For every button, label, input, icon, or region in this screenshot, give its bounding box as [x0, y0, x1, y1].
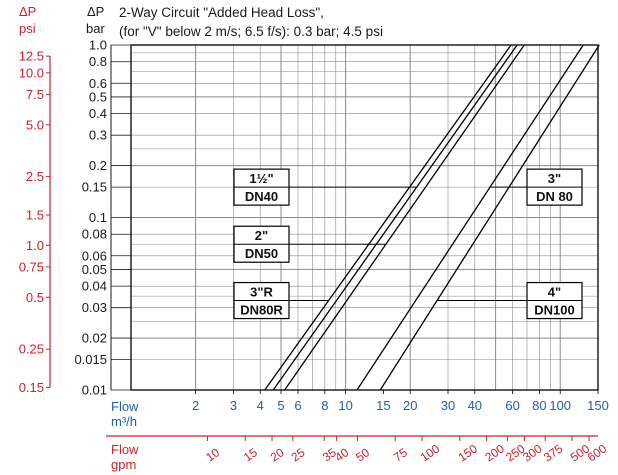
grid-layer [130, 44, 599, 391]
bar-tick-label: 0.06 [82, 248, 107, 263]
bar-tick-label: 0.8 [89, 54, 107, 69]
series-layer [264, 44, 600, 391]
flow-tick-label: 10 [338, 398, 352, 413]
x-axis-label-flow: Flow [111, 399, 139, 414]
psi-tick-label: 0.15 [19, 380, 44, 395]
flow-tick-label: 4 [257, 398, 264, 413]
flow-tick-label: 8 [321, 398, 328, 413]
series-label-size: 3"R [250, 285, 273, 300]
bar-tick-label: 0.2 [89, 158, 107, 173]
psi-tick-label: 12.5 [19, 49, 44, 64]
gpm-tick-label: 600 [585, 441, 610, 464]
bar-tick-label: 0.6 [89, 76, 107, 91]
series-line-0 [272, 44, 518, 391]
y-axis-label-bar-unit: bar [86, 21, 105, 36]
psi-tick-label: 0.25 [19, 342, 44, 357]
y-axis-label-psi-delta: ΔP [19, 4, 36, 19]
series-line-1 [284, 44, 525, 391]
flow-tick-label: 2 [192, 398, 199, 413]
y-axis-label-psi-unit: psi [19, 21, 36, 36]
gpm-tick-label: 100 [418, 441, 443, 464]
x2-axis-label-flow: Flow [111, 442, 139, 457]
chart-title-line1: 2-Way Circuit "Added Head Loss", [119, 5, 324, 20]
flow-tick-label: 150 [587, 398, 609, 413]
bar-tick-label: 0.02 [82, 331, 107, 346]
bar-tick-label: 0.015 [74, 352, 107, 367]
series-label-dn: DN50 [245, 246, 278, 261]
psi-tick-label: 0.5 [26, 290, 44, 305]
chart-title-line2: (for "V" below 2 m/s; 6.5 f/s): 0.3 bar;… [119, 24, 383, 39]
psi-tick-label: 10.0 [19, 65, 44, 80]
bar-tick-label: 1.0 [89, 38, 107, 53]
x-axis-label-m3h: m³/h [111, 414, 137, 429]
flow-tick-label: 5 [277, 398, 284, 413]
psi-tick-label: 2.5 [26, 169, 44, 184]
flow-tick-label: 100 [549, 398, 571, 413]
bar-tick-label: 0.05 [82, 262, 107, 277]
gpm-tick-label: 15 [241, 445, 260, 464]
gpm-tick-label: 375 [541, 441, 566, 464]
gpm-tick-label: 40 [332, 445, 351, 464]
psi-tick-label: 1.0 [26, 238, 44, 253]
axis-layer: 1.00.80.60.50.40.30.20.150.10.080.060.05… [19, 38, 610, 465]
psi-tick-label: 0.75 [19, 259, 44, 274]
psi-tick-label: 5.0 [26, 117, 44, 132]
flow-tick-label: 20 [403, 398, 417, 413]
gpm-tick-label: 20 [268, 445, 287, 464]
series-line-4 [379, 44, 600, 391]
bar-tick-label: 0.5 [89, 89, 107, 104]
bar-tick-label: 0.01 [82, 383, 107, 398]
psi-tick-label: 1.5 [26, 207, 44, 222]
flow-tick-label: 60 [505, 398, 519, 413]
series-label-size: 3" [548, 171, 561, 186]
series-label-size: 4" [548, 285, 561, 300]
bar-tick-label: 0.03 [82, 300, 107, 315]
flow-tick-label: 6 [294, 398, 301, 413]
series-line-2 [264, 44, 512, 391]
series-label-dn: DN40 [245, 189, 278, 204]
flow-tick-label: 3 [230, 398, 237, 413]
x2-axis-label-gpm: gpm [111, 457, 136, 472]
series-label-dn: DN80R [240, 303, 283, 318]
series-label-dn: DN 80 [536, 189, 573, 204]
series-label-size: 2" [255, 228, 268, 243]
callout-layer: 1½" DN40 2" DN50 3"R DN80R 3" DN 80 4" DN100 [233, 168, 583, 320]
gpm-tick-label: 75 [391, 445, 410, 464]
bar-tick-label: 0.1 [89, 210, 107, 225]
series-line-3 [356, 44, 584, 391]
flow-tick-label: 30 [441, 398, 455, 413]
y-axis-label-bar-delta: ΔP [87, 4, 104, 19]
bar-tick-label: 0.04 [82, 279, 107, 294]
flow-tick-label: 15 [376, 398, 390, 413]
series-label-dn: DN100 [534, 303, 574, 318]
gpm-tick-label: 150 [456, 441, 481, 464]
psi-tick-label: 7.5 [26, 87, 44, 102]
gpm-tick-label: 10 [203, 445, 222, 464]
bar-tick-label: 0.3 [89, 128, 107, 143]
gpm-tick-label: 50 [353, 445, 372, 464]
bar-tick-label: 0.08 [82, 227, 107, 242]
series-label-size: 1½" [249, 171, 273, 186]
gpm-tick-label: 25 [289, 445, 308, 464]
flow-tick-label: 80 [532, 398, 546, 413]
flow-tick-label: 40 [468, 398, 482, 413]
bar-tick-label: 0.15 [82, 180, 107, 195]
bar-tick-label: 0.4 [89, 106, 107, 121]
